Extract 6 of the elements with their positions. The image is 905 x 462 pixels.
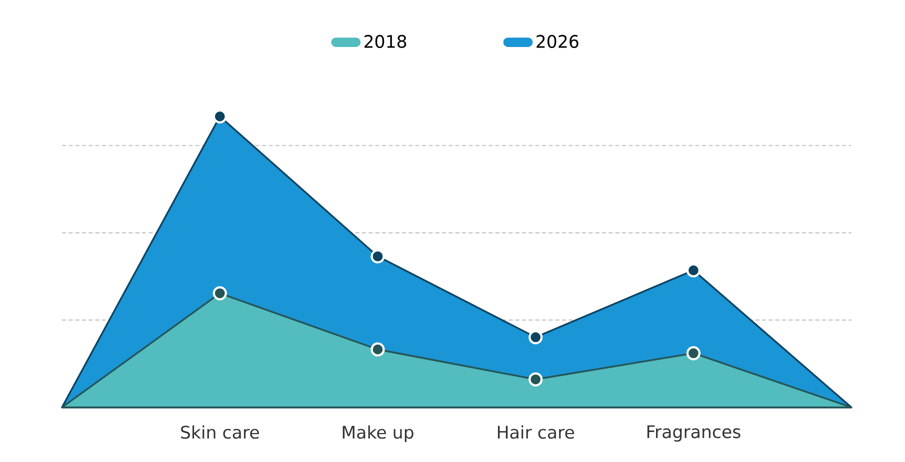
- x-tick-label: Skin care: [181, 425, 259, 439]
- legend-label: 2018: [364, 34, 406, 48]
- x-tick-label: Hair care: [498, 425, 574, 439]
- x-tick-label: Fragrances: [647, 425, 740, 442]
- x-tick-label: Make up: [342, 425, 414, 442]
- legend-label: 2026: [536, 34, 578, 48]
